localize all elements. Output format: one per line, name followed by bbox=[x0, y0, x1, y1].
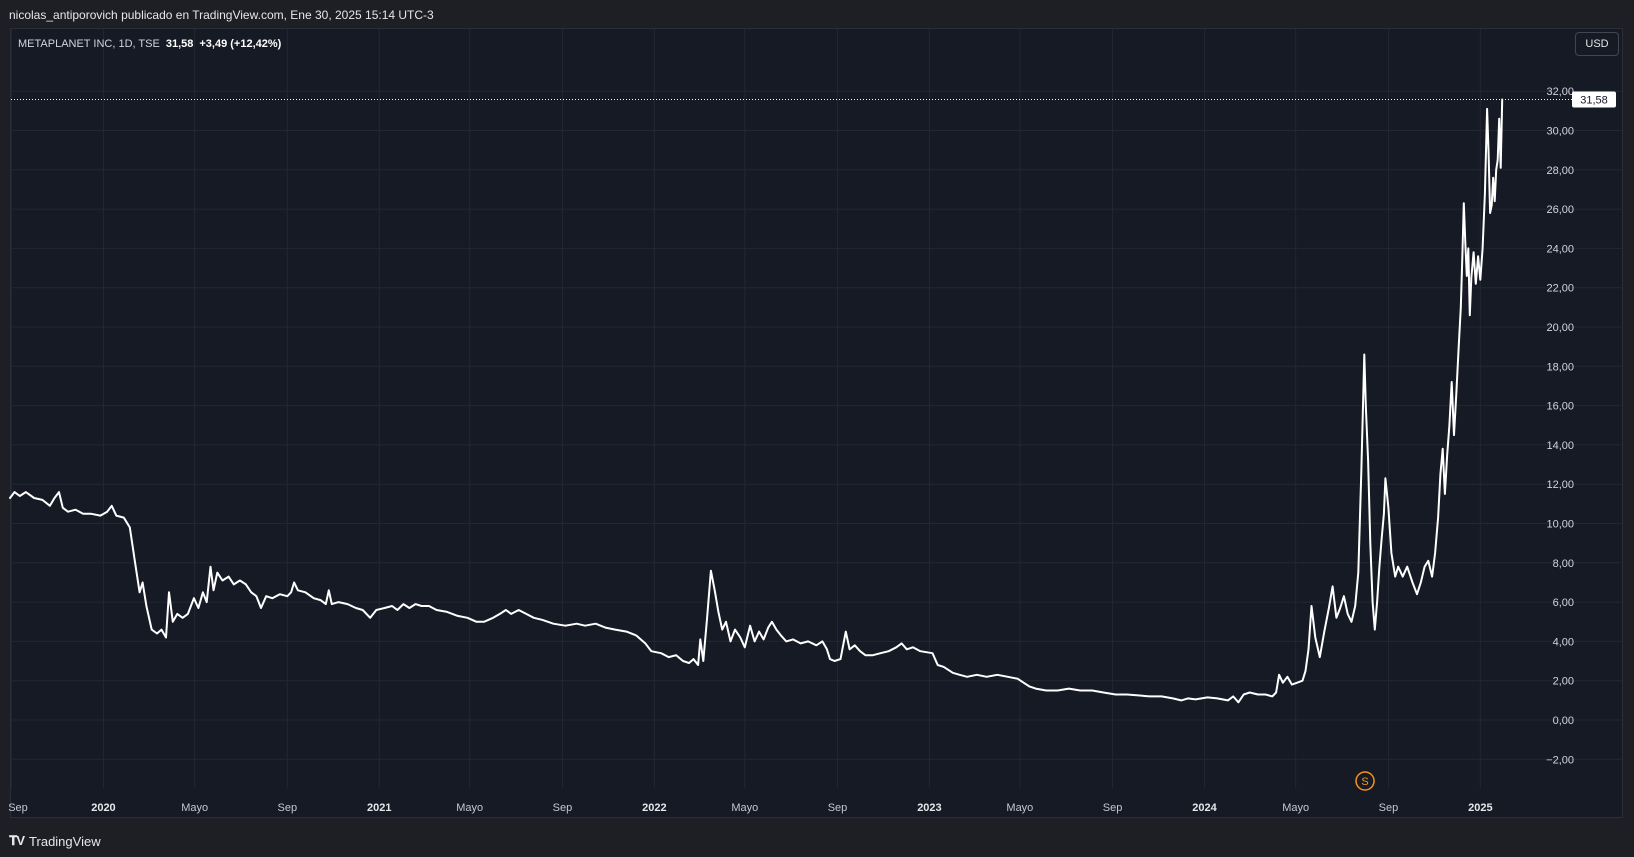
y-tick-label: −2,00 bbox=[1546, 754, 1574, 766]
y-tick-label: 18,00 bbox=[1546, 361, 1574, 373]
x-axis[interactable]: Sep 2020 Mayo Sep 2021 Mayo Sep 2022 Mayo Sep 2023… bbox=[8, 802, 1492, 814]
price-change: +3,49 (+12,42%) bbox=[199, 38, 282, 50]
symbol-info: METAPLANET INC, 1D, TSE bbox=[18, 38, 160, 50]
currency-button[interactable]: USD bbox=[1575, 32, 1619, 56]
split-event-icon[interactable]: S bbox=[1355, 771, 1375, 791]
header-bar: nicolas_antiporovich publicado en Tradin… bbox=[0, 0, 1634, 28]
x-tick-label: 2022 bbox=[642, 802, 666, 814]
y-tick-label: 4,00 bbox=[1553, 636, 1574, 648]
x-tick-label: Sep bbox=[1103, 802, 1123, 814]
x-tick-label: Mayo bbox=[1006, 802, 1033, 814]
x-tick-label: Sep bbox=[8, 802, 28, 814]
y-tick-label: 6,00 bbox=[1553, 597, 1574, 609]
x-tick-label: 2020 bbox=[91, 802, 115, 814]
symbol-legend: METAPLANET INC, 1D, TSE 31,58 +3,49 (+12… bbox=[18, 36, 281, 52]
grid-lines bbox=[11, 29, 1622, 788]
y-tick-label: 8,00 bbox=[1553, 558, 1574, 570]
event-marker-circle bbox=[1355, 771, 1375, 791]
y-tick-label: 12,00 bbox=[1546, 479, 1574, 491]
y-tick-label: 2,00 bbox=[1553, 676, 1574, 688]
y-tick-label: 26,00 bbox=[1546, 204, 1574, 216]
publisher-text: nicolas_antiporovich publicado en Tradin… bbox=[9, 8, 434, 22]
x-tick-label: Sep bbox=[553, 802, 573, 814]
price-label-badge: 31,58 bbox=[1572, 91, 1616, 108]
y-tick-label: 16,00 bbox=[1546, 401, 1574, 413]
x-tick-label: 2024 bbox=[1192, 802, 1217, 814]
x-tick-label: 2023 bbox=[917, 802, 941, 814]
brand-name: TradingView bbox=[29, 833, 101, 849]
x-tick-label: Mayo bbox=[456, 802, 483, 814]
chart-panel[interactable] bbox=[10, 28, 1623, 818]
x-tick-label: Sep bbox=[828, 802, 848, 814]
footer-branding[interactable]: 𝐓V TradingView bbox=[9, 832, 101, 850]
y-tick-label: 28,00 bbox=[1546, 165, 1574, 177]
y-tick-label: 22,00 bbox=[1546, 283, 1574, 295]
x-tick-label: Mayo bbox=[731, 802, 758, 814]
y-tick-label: 10,00 bbox=[1546, 519, 1574, 531]
price-label-text: 31,58 bbox=[1580, 94, 1608, 106]
y-tick-label: 14,00 bbox=[1546, 440, 1574, 452]
x-tick-label: Mayo bbox=[1282, 802, 1309, 814]
y-tick-label: 32,00 bbox=[1546, 86, 1574, 98]
last-price: 31,58 bbox=[165, 38, 194, 50]
y-tick-label: 24,00 bbox=[1546, 243, 1574, 255]
price-series-line[interactable] bbox=[9, 98, 1504, 704]
y-axis[interactable]: 32,00 30,00 28,00 26,00 24,00 22,00 20,00 18,00… bbox=[1546, 86, 1574, 766]
x-tick-label: Sep bbox=[278, 802, 298, 814]
x-tick-label: 2025 bbox=[1468, 802, 1492, 814]
tv-logo-icon: 𝐓V bbox=[9, 833, 25, 848]
x-tick-label: 2021 bbox=[367, 802, 391, 814]
x-tick-label: Mayo bbox=[181, 802, 208, 814]
x-tick-label: Sep bbox=[1379, 802, 1399, 814]
price-label-bg bbox=[1572, 91, 1616, 108]
y-tick-label: 30,00 bbox=[1546, 126, 1574, 138]
event-marker-label: S bbox=[1361, 776, 1368, 788]
y-tick-label: 0,00 bbox=[1553, 715, 1574, 727]
y-tick-label: 20,00 bbox=[1546, 322, 1574, 334]
